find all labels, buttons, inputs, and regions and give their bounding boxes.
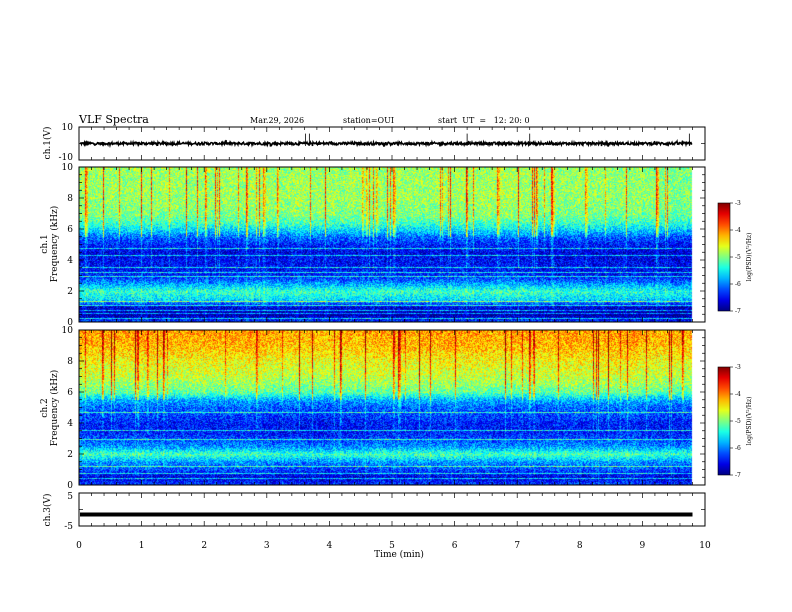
ch3-ticks bbox=[78, 492, 706, 527]
x-tick-label: 4 bbox=[327, 541, 333, 551]
ch3-waveform-frame bbox=[78, 492, 706, 527]
y-tick-label: 6 bbox=[67, 388, 73, 398]
ch1-spectrogram-ylabel: Frequency (kHz) bbox=[49, 206, 60, 283]
ch1-ytick-bottom: -10 bbox=[59, 153, 74, 163]
ch3-waveform-ylabel: ch.3(V) bbox=[42, 494, 53, 527]
ch3-ytick-top: 5 bbox=[67, 492, 73, 502]
x-tick-label: 6 bbox=[452, 541, 458, 551]
y-tick-label: 8 bbox=[67, 194, 73, 204]
ch2-colorbar: -3 -4 -5 -6 -7 log(PSD)(V²/Hz) bbox=[717, 364, 753, 479]
ch1-waveform-ylabel: ch.1(V) bbox=[42, 127, 53, 160]
ch2-colorbar-gradient bbox=[718, 367, 730, 475]
ch2-spectrogram-image bbox=[79, 330, 705, 485]
ch1-spectrogram-channel-label: ch.1 bbox=[40, 234, 50, 253]
x-tick-label: 7 bbox=[514, 541, 520, 551]
y-tick-label: 8 bbox=[67, 357, 73, 367]
x-axis-label: Time (min) bbox=[374, 549, 424, 560]
ch2-spectrogram-yticks: 0 2 4 6 8 10 bbox=[62, 326, 74, 491]
ch2-spectrogram-channel-label: ch.2 bbox=[40, 398, 50, 417]
ch2-colorbar-label: log(PSD)(V²/Hz) bbox=[746, 397, 753, 446]
ch1-spikes bbox=[305, 133, 690, 146]
ch2-spectrogram-ylabel: Frequency (kHz) bbox=[49, 370, 60, 447]
ch1-colorbar: -3 -4 -5 -6 -7 log(PSD)(V²/Hz) bbox=[717, 200, 753, 315]
ch1-spectrogram-yticks: 0 2 4 6 8 10 bbox=[62, 163, 74, 328]
ch1-colorbar-ticks: -3 -4 -5 -6 -7 bbox=[730, 200, 741, 315]
ch1-colorbar-label: log(PSD)(V²/Hz) bbox=[746, 233, 753, 282]
colorbar-tick-label: -6 bbox=[735, 445, 741, 452]
date-text: Mar.29, 2026 bbox=[250, 116, 304, 125]
ch1-spectrogram-frame bbox=[78, 166, 706, 323]
x-tick-label: 9 bbox=[640, 541, 646, 551]
start-time-text: start UT = 12: 20: 0 bbox=[438, 116, 530, 125]
y-tick-label: 4 bbox=[67, 256, 73, 266]
ch2-colorbar-ticks: -3 -4 -5 -6 -7 bbox=[730, 364, 741, 479]
colorbar-tick-label: -7 bbox=[735, 472, 741, 479]
ch1-waveform-line bbox=[79, 138, 693, 149]
ch1-spectrogram-image bbox=[79, 167, 705, 322]
y-tick-label: 10 bbox=[62, 163, 74, 173]
figure-title: VLF Spectra bbox=[78, 113, 149, 126]
colorbar-tick-label: -4 bbox=[735, 391, 741, 398]
x-tick-label: 2 bbox=[201, 541, 207, 551]
ch1-waveform-panel: 10 -10 ch.1(V) bbox=[42, 123, 706, 163]
x-tick-label: 10 bbox=[699, 541, 711, 551]
ch2-spectrogram-frame bbox=[78, 329, 706, 486]
y-tick-label: 2 bbox=[67, 287, 73, 297]
ch3-waveform-panel: 5 -5 ch.3(V) bbox=[42, 492, 706, 532]
y-tick-label: 10 bbox=[62, 326, 74, 336]
x-tick-label: 0 bbox=[76, 541, 82, 551]
x-tick-label: 8 bbox=[577, 541, 583, 551]
x-tick-label: 5 bbox=[389, 541, 395, 551]
colorbar-tick-label: -3 bbox=[735, 200, 741, 207]
y-tick-label: 6 bbox=[67, 225, 73, 235]
y-tick-label: 4 bbox=[67, 419, 73, 429]
y-tick-label: 0 bbox=[67, 481, 73, 491]
ch2-spectrogram-panel: 0 2 4 6 8 10 ch.2 Frequency (kHz) bbox=[40, 326, 706, 491]
colorbar-tick-label: -3 bbox=[735, 364, 741, 371]
colorbar-tick-label: -4 bbox=[735, 227, 741, 234]
colorbar-tick-label: -7 bbox=[735, 308, 741, 315]
colorbar-tick-label: -6 bbox=[735, 281, 741, 288]
y-tick-label: 0 bbox=[67, 318, 73, 328]
ch1-spectrogram-panel: 0 2 4 6 8 10 ch.1 Frequency (kHz) bbox=[40, 163, 706, 328]
station-text: station=OUI bbox=[343, 116, 394, 125]
ch1-waveform-frame bbox=[78, 126, 706, 161]
ch3-ytick-bottom: -5 bbox=[64, 522, 73, 532]
x-tick-label: 3 bbox=[264, 541, 270, 551]
colorbar-tick-label: -5 bbox=[735, 254, 741, 261]
colorbar-tick-label: -5 bbox=[735, 418, 741, 425]
ch1-ytick-top: 10 bbox=[62, 123, 74, 133]
ch1-colorbar-gradient bbox=[718, 203, 730, 311]
x-tick-label: 1 bbox=[139, 541, 145, 551]
y-tick-label: 2 bbox=[67, 450, 73, 460]
x-axis-tick-labels: 0 1 2 3 4 5 6 7 8 9 10 bbox=[76, 541, 711, 551]
